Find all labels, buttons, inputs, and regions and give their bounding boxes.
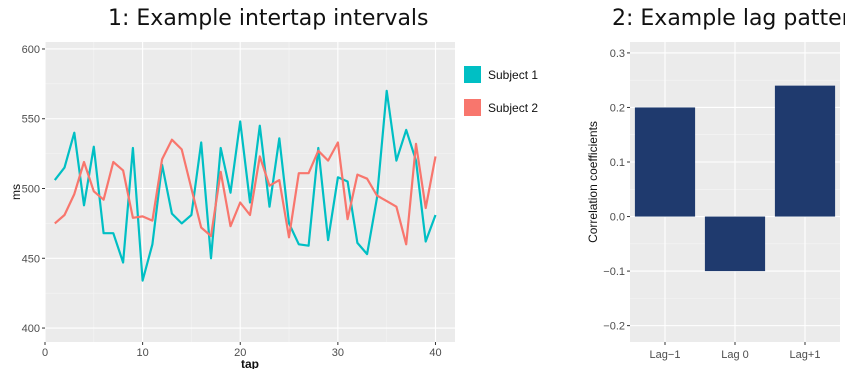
x-tick-label: Lag−1 — [650, 349, 681, 361]
x-tick-label: 0 — [42, 347, 48, 359]
legend-label: Subject 2 — [488, 101, 538, 115]
y-tick-label: 400 — [22, 323, 40, 335]
y-tick-label: 600 — [22, 44, 40, 56]
chart2-title: 2: Example lag pattern — [612, 6, 845, 31]
x-tick-label: 30 — [332, 347, 344, 359]
y-tick-label: 500 — [22, 184, 40, 196]
y-tick-label: −0.2 — [603, 321, 625, 333]
series-line-subject-1 — [53, 89, 437, 282]
x-axis-label: tap — [241, 357, 259, 369]
chart1-title: 1: Example intertap intervals — [108, 6, 429, 31]
legend-swatch — [464, 99, 481, 116]
x-tick-label: Lag 0 — [721, 349, 749, 361]
y-tick-label: 550 — [22, 114, 40, 126]
y-tick-label: 0.1 — [610, 157, 625, 169]
y-tick-label: 0.2 — [610, 102, 625, 114]
bar — [774, 85, 836, 217]
y-tick-label: −0.1 — [603, 266, 625, 278]
bar — [634, 107, 696, 217]
x-tick-label: 40 — [429, 347, 441, 359]
series-line-subject-2 — [54, 138, 437, 246]
x-tick-label: 20 — [234, 347, 246, 359]
legend-label: Subject 1 — [488, 68, 538, 82]
x-tick-label: 10 — [136, 347, 148, 359]
y-tick-label: 0.0 — [610, 212, 625, 224]
legend-swatch — [464, 66, 481, 83]
y-tick-label: 0.3 — [610, 48, 625, 60]
x-tick-label: Lag+1 — [790, 349, 821, 361]
y-tick-label: 450 — [22, 253, 40, 265]
bar — [704, 216, 766, 272]
y-axis-label: ms — [9, 184, 23, 200]
y-axis-label: Correlation coefficients — [586, 121, 600, 243]
